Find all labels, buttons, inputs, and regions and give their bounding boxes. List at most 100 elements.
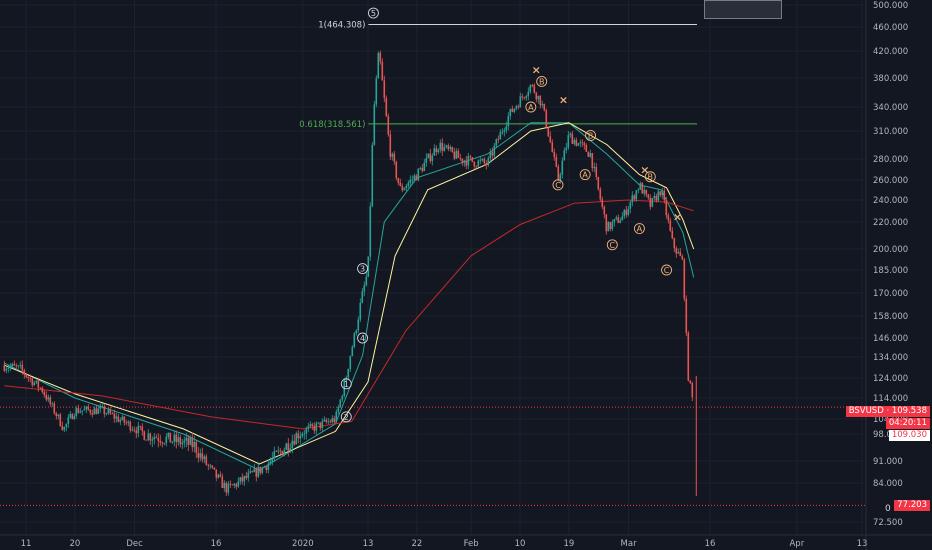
candle-body <box>565 147 568 151</box>
candle-body <box>131 429 134 431</box>
candle-body <box>295 433 298 445</box>
candle-body <box>489 152 492 159</box>
candle-body <box>97 408 100 414</box>
y-tick-label: 146.000 <box>873 334 908 344</box>
candle-body <box>357 319 360 331</box>
candle-body <box>243 475 246 482</box>
wave-label: 3 <box>360 265 365 274</box>
wave-label-circle <box>579 169 591 181</box>
candle-body <box>333 418 336 422</box>
candle-body <box>173 434 176 442</box>
y-tick-label: 91.000 <box>873 457 903 467</box>
candle-body <box>411 179 414 181</box>
wave-label: 4 <box>360 334 365 343</box>
wave-label-circle <box>661 264 673 276</box>
candle-body <box>33 382 36 386</box>
candle-body <box>153 437 156 440</box>
candle-body <box>213 467 216 470</box>
y-tick-label: 420.000 <box>873 47 908 57</box>
selection-box[interactable] <box>704 0 782 19</box>
candle-body <box>217 474 220 478</box>
candle-body <box>597 177 600 190</box>
candle-body <box>81 410 84 412</box>
candle-body <box>53 403 56 414</box>
candle-body <box>259 466 262 473</box>
candle-body <box>269 461 272 464</box>
candle-body <box>615 217 618 220</box>
y-tick-label: 84.000 <box>873 479 903 489</box>
candle-body <box>577 143 580 146</box>
candle-body <box>647 194 650 198</box>
candle-body <box>607 221 610 232</box>
candle-body <box>637 189 640 191</box>
candle-body <box>475 166 478 168</box>
wave-label-circle <box>340 378 352 390</box>
candle-body <box>507 116 510 127</box>
x-tick-label: 10 <box>515 539 526 549</box>
candle-body <box>643 189 646 194</box>
candle-body <box>571 133 574 144</box>
candle-body <box>273 451 276 459</box>
candle-body <box>279 450 282 452</box>
candle-body <box>285 443 288 450</box>
candle-body <box>321 421 324 429</box>
y-tick-label: 500.000 <box>873 1 908 11</box>
candle-body <box>589 153 592 157</box>
candle-body <box>617 217 620 223</box>
candle-body <box>569 133 572 136</box>
candle-body <box>471 157 474 162</box>
y-tick-label: 134.000 <box>873 353 908 363</box>
candle-body <box>599 189 602 200</box>
candle-body <box>61 426 64 430</box>
candle-body <box>495 139 498 146</box>
candle-body <box>419 167 422 169</box>
candle-body <box>399 182 402 187</box>
candle-body <box>11 363 14 367</box>
candle-body <box>201 453 204 460</box>
candle-body <box>267 463 270 470</box>
candle-body <box>315 423 318 431</box>
candle-body <box>149 433 152 441</box>
candle-body <box>587 151 590 157</box>
candle-body <box>429 153 432 162</box>
candle-body <box>361 291 364 303</box>
candle-body <box>407 182 410 186</box>
candle-body <box>203 456 206 460</box>
candle-body <box>51 403 54 405</box>
candle-body <box>515 106 518 109</box>
candle-body <box>525 96 528 98</box>
candle-body <box>397 177 400 183</box>
candle-body <box>353 333 356 347</box>
candle-body <box>611 222 614 230</box>
candle-body <box>341 395 344 400</box>
y-tick-label: 310.000 <box>873 127 908 137</box>
moving-average-line <box>4 122 695 471</box>
candle-body <box>237 481 240 487</box>
candle-body <box>349 355 352 369</box>
candle-body <box>505 126 508 131</box>
wave-label: C <box>555 181 561 190</box>
candle-body <box>247 472 250 479</box>
candle-body <box>417 168 420 181</box>
x-tick-label: Dec <box>126 539 143 549</box>
candle-body <box>331 418 334 423</box>
candle-body <box>69 414 72 418</box>
candle-body <box>529 85 532 92</box>
wave-label-circle <box>644 171 656 183</box>
candle-body <box>547 127 550 137</box>
candle-body <box>49 397 52 404</box>
candle-body <box>165 436 168 444</box>
candle-body <box>233 483 236 486</box>
candle-body <box>305 428 308 434</box>
candle-body <box>41 387 44 392</box>
candle-body <box>63 427 66 430</box>
candle-body <box>13 363 16 366</box>
candle-body <box>113 413 116 419</box>
candle-body <box>5 368 8 371</box>
candle-body <box>689 380 692 383</box>
candle-body <box>425 157 428 163</box>
candle-body <box>359 302 362 320</box>
candle-body <box>151 439 154 441</box>
x-tick-label: 2020 <box>292 539 314 549</box>
